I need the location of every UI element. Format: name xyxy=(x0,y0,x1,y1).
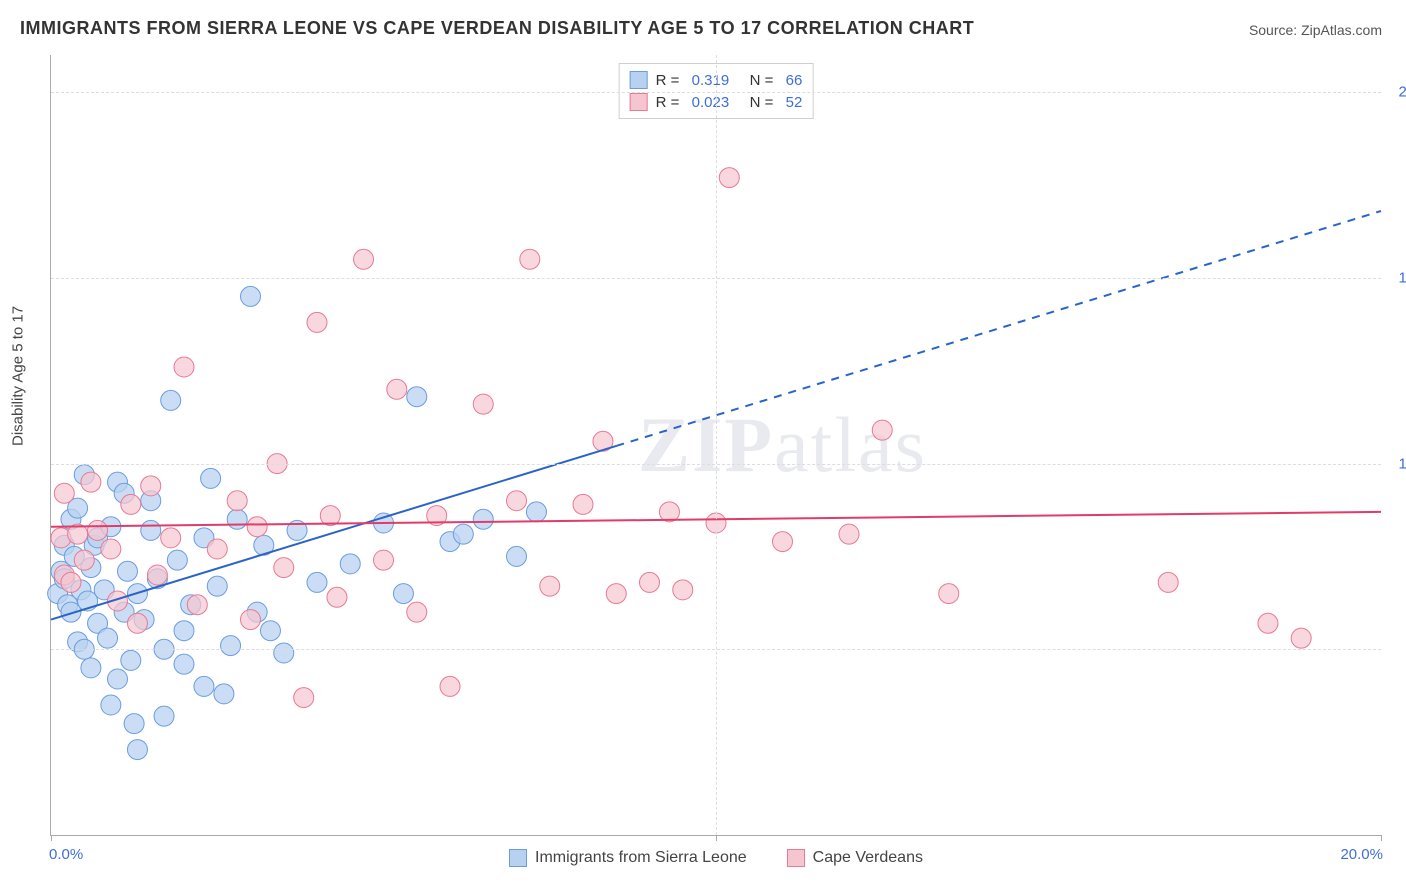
scatter-point xyxy=(61,572,81,592)
legend-item-1: Cape Verdeans xyxy=(787,849,923,867)
scatter-point xyxy=(227,491,247,511)
scatter-point xyxy=(773,532,793,552)
scatter-point xyxy=(227,509,247,529)
y-axis-label: Disability Age 5 to 17 xyxy=(10,306,27,446)
scatter-point xyxy=(719,168,739,188)
scatter-point xyxy=(354,249,374,269)
scatter-point xyxy=(124,714,144,734)
scatter-point xyxy=(194,676,214,696)
scatter-point xyxy=(573,494,593,514)
scatter-point xyxy=(54,483,74,503)
scatter-point xyxy=(606,584,626,604)
scatter-point xyxy=(101,539,121,559)
chart-title: IMMIGRANTS FROM SIERRA LEONE VS CAPE VER… xyxy=(20,18,974,39)
scatter-point xyxy=(374,550,394,570)
scatter-point xyxy=(839,524,859,544)
scatter-point xyxy=(98,628,118,648)
scatter-point xyxy=(507,491,527,511)
series-name-0: Immigrants from Sierra Leone xyxy=(535,849,747,867)
scatter-point xyxy=(221,636,241,656)
scatter-point xyxy=(520,249,540,269)
scatter-point xyxy=(207,576,227,596)
scatter-point xyxy=(393,584,413,604)
scatter-point xyxy=(74,550,94,570)
scatter-point xyxy=(440,676,460,696)
y-tick-label: 10.0% xyxy=(1386,455,1406,472)
scatter-point xyxy=(161,390,181,410)
scatter-point xyxy=(108,669,128,689)
scatter-point xyxy=(307,572,327,592)
scatter-point xyxy=(294,688,314,708)
scatter-point xyxy=(141,520,161,540)
scatter-point xyxy=(640,572,660,592)
scatter-point xyxy=(117,561,137,581)
scatter-point xyxy=(241,610,261,630)
scatter-point xyxy=(260,621,280,641)
scatter-point xyxy=(453,524,473,544)
scatter-point xyxy=(387,379,407,399)
scatter-point xyxy=(1291,628,1311,648)
scatter-point xyxy=(88,520,108,540)
scatter-point xyxy=(127,613,147,633)
scatter-point xyxy=(214,684,234,704)
scatter-point xyxy=(327,587,347,607)
scatter-point xyxy=(121,650,141,670)
scatter-point xyxy=(673,580,693,600)
scatter-point xyxy=(101,695,121,715)
swatch-bottom-0 xyxy=(509,849,527,867)
scatter-point xyxy=(872,420,892,440)
scatter-point xyxy=(340,554,360,574)
scatter-point xyxy=(1158,572,1178,592)
scatter-point xyxy=(407,387,427,407)
scatter-point xyxy=(247,517,267,537)
scatter-point xyxy=(174,621,194,641)
scatter-point xyxy=(407,602,427,622)
scatter-point xyxy=(201,468,221,488)
n-value-0: 66 xyxy=(786,72,803,89)
y-tick-label: 15.0% xyxy=(1386,269,1406,286)
scatter-point xyxy=(81,658,101,678)
x-tick-label: 0.0% xyxy=(49,846,83,863)
series-name-1: Cape Verdeans xyxy=(813,849,923,867)
swatch-bottom-1 xyxy=(787,849,805,867)
y-tick-label: 5.0% xyxy=(1386,641,1406,658)
scatter-point xyxy=(141,476,161,496)
scatter-point xyxy=(147,565,167,585)
legend-item-0: Immigrants from Sierra Leone xyxy=(509,849,747,867)
scatter-point xyxy=(473,509,493,529)
y-tick-label: 20.0% xyxy=(1386,84,1406,101)
scatter-point xyxy=(274,643,294,663)
series-legend: Immigrants from Sierra Leone Cape Verdea… xyxy=(51,849,1381,867)
scatter-point xyxy=(174,654,194,674)
regression-line-dashed xyxy=(616,211,1381,446)
scatter-point xyxy=(540,576,560,596)
scatter-point xyxy=(161,528,181,548)
scatter-point xyxy=(174,357,194,377)
x-tick-label: 20.0% xyxy=(1340,846,1383,863)
scatter-point xyxy=(187,595,207,615)
scatter-point xyxy=(207,539,227,559)
swatch-series-1 xyxy=(630,93,648,111)
plot-area: ZIPatlas R = 0.319 N = 66 R = 0.023 N = … xyxy=(50,55,1381,836)
scatter-point xyxy=(274,558,294,578)
scatter-point xyxy=(507,546,527,566)
scatter-point xyxy=(1258,613,1278,633)
scatter-point xyxy=(127,740,147,760)
scatter-point xyxy=(241,286,261,306)
scatter-point xyxy=(307,312,327,332)
scatter-point xyxy=(939,584,959,604)
scatter-point xyxy=(473,394,493,414)
scatter-point xyxy=(154,706,174,726)
scatter-point xyxy=(81,472,101,492)
scatter-point xyxy=(121,494,141,514)
source-attribution: Source: ZipAtlas.com xyxy=(1249,22,1382,38)
scatter-point xyxy=(526,502,546,522)
scatter-point xyxy=(167,550,187,570)
n-value-1: 52 xyxy=(786,94,803,111)
swatch-series-0 xyxy=(630,71,648,89)
